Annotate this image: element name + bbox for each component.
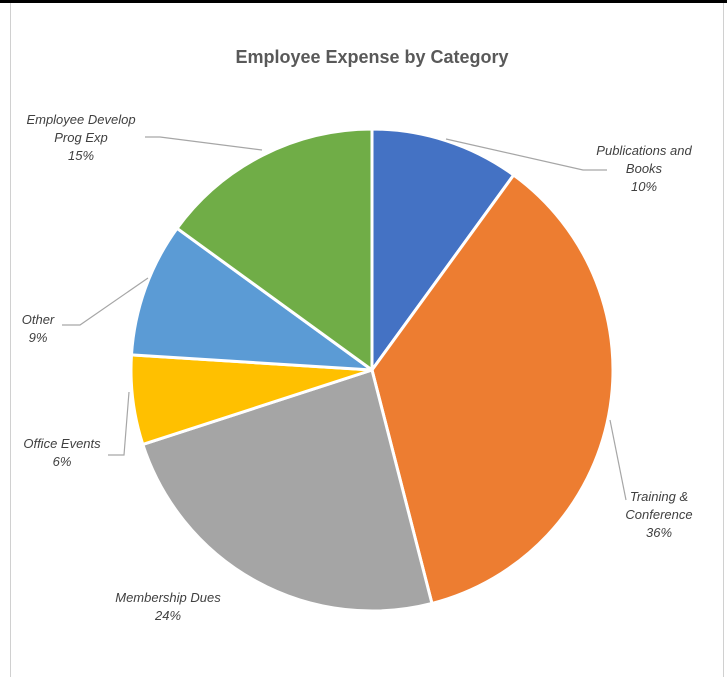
slice-category: Other (22, 312, 55, 327)
slice-category: Conference (625, 507, 692, 522)
slice-category: Training & (630, 489, 688, 504)
pie-slice (129, 226, 374, 372)
slice-label: Training & Conference 36% (625, 489, 692, 540)
data-labels: Publications and Books 10% Training & Confer… (22, 112, 693, 623)
slice-label: Publications and Books 10% (596, 143, 692, 194)
slice-label: Office Events 6% (23, 436, 101, 469)
left-border (10, 3, 11, 677)
leader-line (62, 277, 149, 326)
slice-label: Membership Dues 24% (115, 590, 221, 623)
right-border (723, 3, 724, 677)
slice-label: Other 9% (22, 312, 55, 345)
slice-category: Books (626, 161, 663, 176)
slice-category: Employee Develop (26, 112, 135, 127)
slice-category: Office Events (23, 436, 101, 451)
pie-slice (175, 127, 374, 372)
leader-line (445, 138, 607, 171)
slice-percent: 15% (68, 148, 94, 163)
chart-title: Employee Expense by Category (235, 47, 508, 67)
pie-slice (370, 173, 615, 605)
pie-slice (370, 127, 516, 372)
slice-category: Membership Dues (115, 590, 221, 605)
slice-percent: 10% (631, 179, 657, 194)
pie-slice (141, 368, 434, 613)
leader-line (145, 136, 263, 151)
top-border (0, 0, 727, 3)
slice-category: Publications and (596, 143, 692, 158)
slice-percent: 9% (29, 330, 48, 345)
slice-percent: 36% (646, 525, 672, 540)
leader-line (108, 391, 130, 456)
slice-category: Prog Exp (54, 130, 107, 145)
pie-slices (129, 127, 615, 613)
slice-percent: 24% (154, 608, 181, 623)
leader-lines (62, 136, 627, 501)
slice-label: Employee Develop Prog Exp 15% (26, 112, 135, 163)
leader-line (609, 419, 627, 501)
slice-percent: 6% (53, 454, 72, 469)
